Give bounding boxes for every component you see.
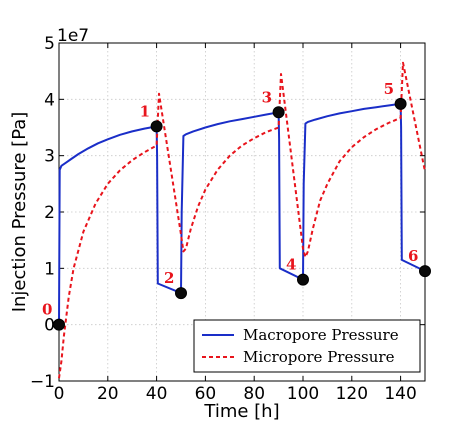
- y-tick-label: 4: [44, 90, 55, 110]
- y-tick-label: 0: [44, 316, 55, 336]
- macropore-pressure-line: [58, 102, 426, 325]
- point-label-2: 2: [164, 269, 174, 287]
- x-tick-label: 60: [195, 384, 217, 404]
- point-marker-6: [419, 265, 431, 278]
- legend-label-macropore: Macropore Pressure: [243, 326, 399, 344]
- legend: Macropore Pressure Micropore Pressure: [193, 319, 421, 373]
- x-tick-label: 80: [243, 384, 265, 404]
- x-tick-label: 140: [384, 384, 416, 404]
- y-tick-label: 5: [44, 34, 55, 54]
- point-marker-3: [272, 106, 285, 119]
- x-tick-label: 100: [287, 384, 319, 404]
- x-tick-label: 40: [146, 384, 168, 404]
- y-tick-label: 1: [44, 259, 55, 279]
- y-tick-label: −1: [30, 372, 55, 392]
- x-tick-label: 20: [97, 384, 119, 404]
- x-tick-label: 120: [336, 384, 368, 404]
- point-label-5: 5: [384, 80, 394, 98]
- legend-box: [193, 319, 421, 373]
- point-marker-1: [150, 120, 163, 133]
- x-axis-label: Time [h]: [203, 401, 279, 422]
- point-markers: 0 1 2 3 4 5 6: [42, 80, 431, 331]
- point-marker-2: [175, 287, 187, 300]
- legend-label-micropore: Micropore Pressure: [243, 348, 395, 366]
- point-marker-0: [53, 318, 65, 331]
- point-label-0: 0: [42, 301, 52, 319]
- y-axis-label: Injection Pressure [Pa]: [9, 112, 30, 313]
- point-marker-5: [394, 97, 407, 110]
- point-marker-4: [297, 273, 309, 286]
- y-tick-label: 2: [44, 203, 55, 223]
- micropore-pressure-line: [58, 61, 426, 379]
- series-lines: [58, 61, 426, 379]
- point-label-3: 3: [262, 88, 272, 106]
- x-tick-label: 0: [54, 384, 65, 404]
- point-label-1: 1: [140, 102, 150, 120]
- point-label-4: 4: [286, 256, 296, 274]
- y-tick-label: 3: [44, 147, 55, 167]
- y-offset-label: 1e7: [57, 26, 89, 46]
- point-label-6: 6: [408, 247, 418, 265]
